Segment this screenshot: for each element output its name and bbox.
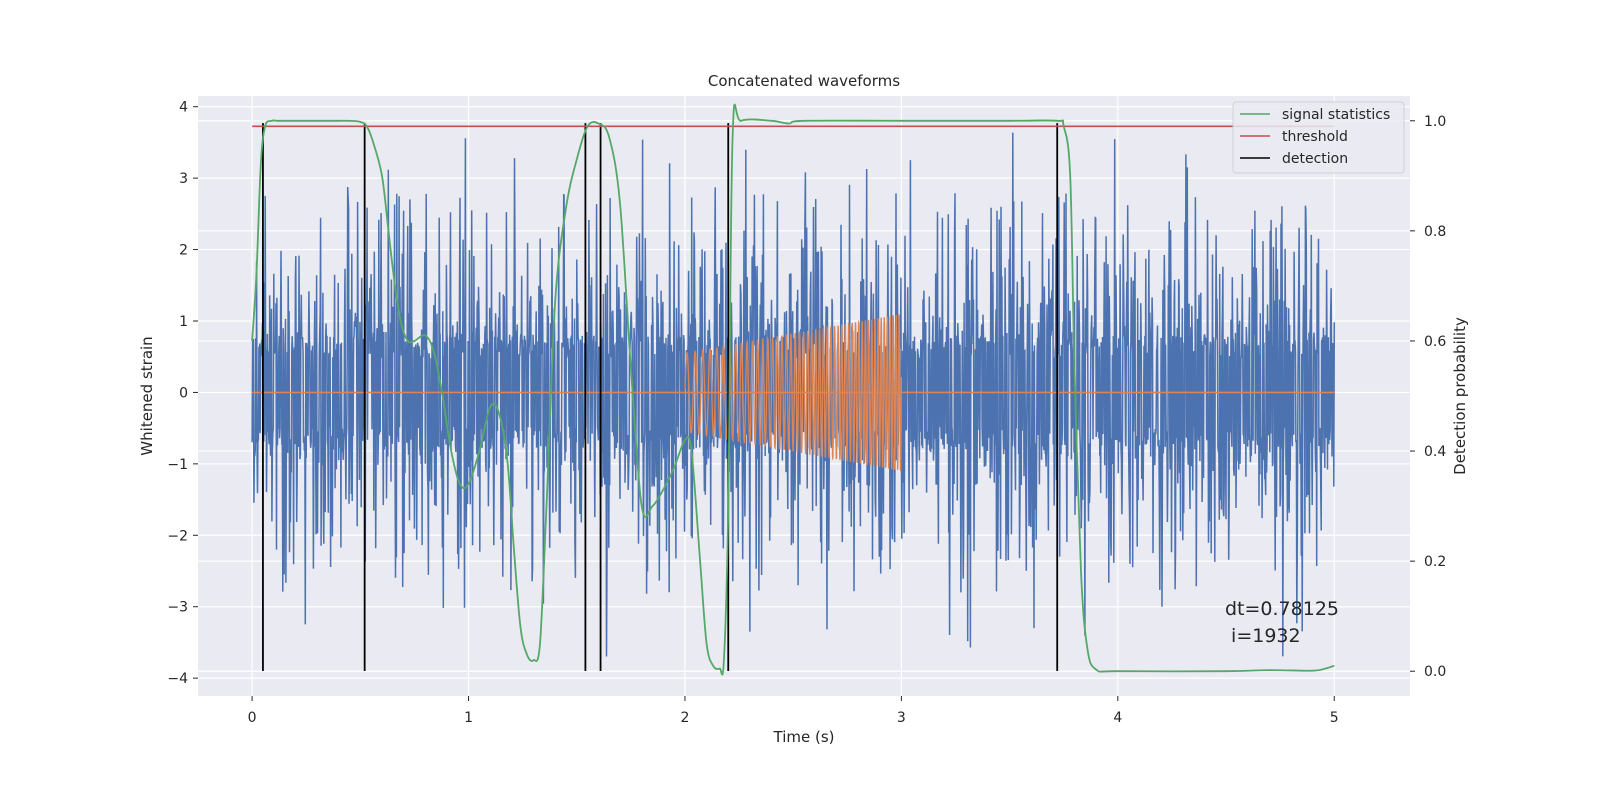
y-right-tick-label: 1.0	[1424, 114, 1446, 130]
detection-lines	[262, 123, 1059, 671]
x-axis-label: Time (s)	[773, 728, 835, 746]
y-tick-label: 3	[179, 171, 188, 187]
y-tick-label: 0	[179, 385, 188, 401]
y-right-tick-label: 0.8	[1424, 224, 1446, 240]
strain-line	[251, 132, 1336, 657]
x-tick-label: 4	[1113, 710, 1122, 726]
annotation-line-2: i=1932	[1225, 625, 1301, 647]
injection-line	[684, 314, 903, 471]
y-tick-label: −4	[167, 671, 188, 687]
x-axis: 0 1 2 3 4 5	[248, 696, 1339, 726]
injection-series	[252, 314, 1335, 471]
x-tick-label: 0	[248, 710, 257, 726]
y-axis-left: −4 −3 −2 −1 0 1 2 3 4	[167, 100, 198, 687]
y-tick-label: −3	[167, 600, 188, 616]
legend: signal statistics threshold detection	[1232, 101, 1405, 174]
legend-entry-signal-statistics: signal statistics	[1282, 107, 1390, 123]
y-right-tick-label: 0.4	[1424, 444, 1446, 460]
y-tick-label: 4	[179, 100, 188, 116]
chart-title: Concatenated waveforms	[708, 72, 900, 90]
x-tick-label: 5	[1330, 710, 1339, 726]
annotation: dt=0.78125 i=1932	[1225, 598, 1339, 647]
y-tick-label: −2	[167, 528, 188, 544]
signal-statistics-line	[251, 103, 1335, 676]
y-axis-right-label: Detection probability	[1451, 317, 1469, 475]
x-tick-label: 3	[897, 710, 906, 726]
annotation-line-1: dt=0.78125	[1225, 598, 1339, 620]
y-right-tick-label: 0.2	[1424, 554, 1446, 570]
y-tick-label: 2	[179, 243, 188, 259]
legend-entry-detection: detection	[1282, 151, 1348, 167]
strain-series	[251, 132, 1336, 657]
y-right-tick-label: 0.6	[1424, 334, 1446, 350]
y-tick-label: 1	[179, 314, 188, 330]
legend-box	[1232, 101, 1405, 174]
x-tick-label: 1	[464, 710, 473, 726]
x-tick-label: 2	[681, 710, 690, 726]
y-right-tick-label: 0.0	[1424, 664, 1446, 680]
y-axis-label: Whitened strain	[138, 336, 156, 455]
signal-statistics-series	[251, 103, 1335, 676]
legend-entry-threshold: threshold	[1282, 129, 1348, 145]
plot-area	[251, 103, 1336, 676]
y-tick-label: −1	[167, 457, 188, 473]
y-axis-right: 0.0 0.2 0.4 0.6 0.8 1.0	[1410, 114, 1446, 680]
